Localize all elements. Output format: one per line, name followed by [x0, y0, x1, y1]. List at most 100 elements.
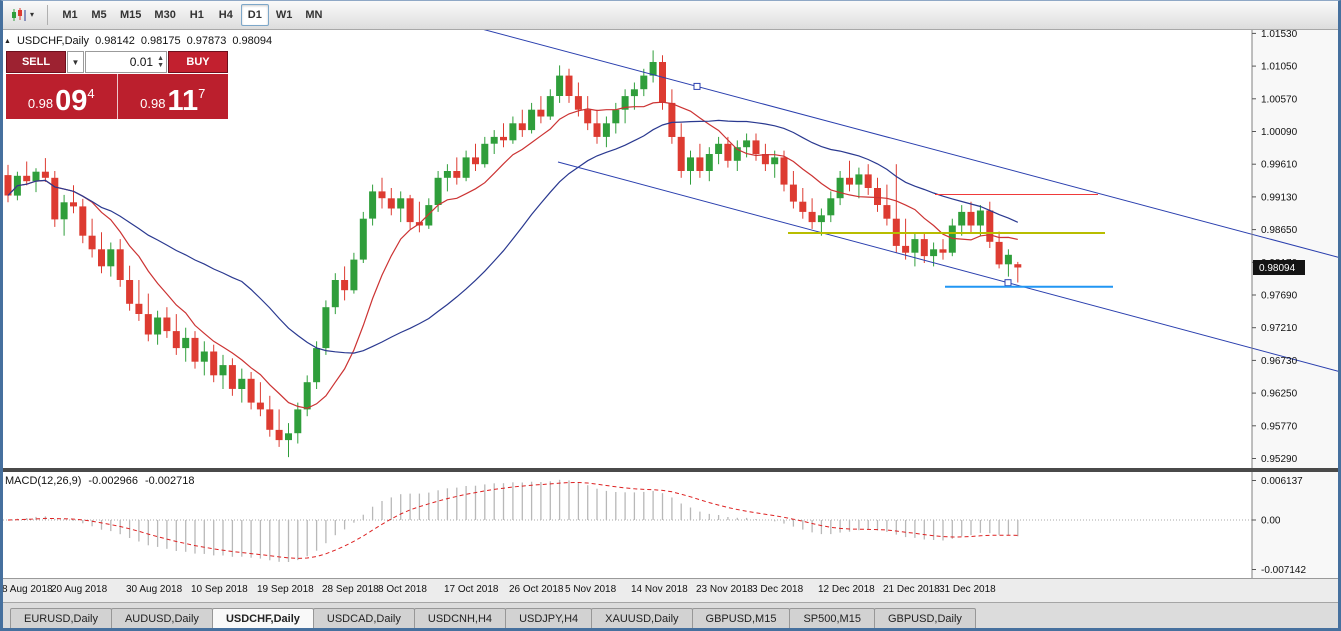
sell-price-big-digits: 09: [55, 85, 88, 117]
price-axis-tick: 0.97690: [1261, 291, 1298, 302]
price-axis-tick: 0.98650: [1261, 225, 1298, 236]
date-axis-label: 31 Dec 2018: [939, 584, 996, 595]
timeframe-m5[interactable]: M5: [85, 4, 113, 26]
volume-field[interactable]: 0.01 ▲ ▼: [85, 51, 167, 73]
slow-ma-line: [7, 119, 1019, 354]
macd-signal-line: [7, 481, 1018, 559]
timeframe-h1[interactable]: H1: [183, 4, 211, 26]
timeframe-h4[interactable]: H4: [212, 4, 240, 26]
price-axis-tick: 0.95290: [1261, 454, 1298, 465]
chart-collapse-icon[interactable]: ▲: [4, 37, 11, 45]
price-axis-tick: 0.99130: [1261, 192, 1298, 203]
panel-splitter[interactable]: [0, 468, 1341, 472]
date-axis-label: 19 Sep 2018: [257, 584, 314, 595]
trendline-2[interactable]: [557, 161, 1341, 373]
timeframe-w1[interactable]: W1: [270, 4, 299, 26]
date-axis-label: 30 Aug 2018: [126, 584, 183, 595]
price-axis-tick: 1.00090: [1261, 127, 1298, 138]
date-axis-label: 3 Dec 2018: [752, 584, 804, 595]
tab-usdjpy-h4[interactable]: USDJPY,H4: [505, 608, 593, 631]
volume-spinner: ▲ ▼: [157, 55, 164, 69]
date-axis-label: 21 Dec 2018: [883, 584, 940, 595]
date-axis-label: 12 Dec 2018: [818, 584, 875, 595]
volume-increase-button[interactable]: ▲: [157, 55, 164, 62]
timeframe-m30[interactable]: M30: [148, 4, 181, 26]
date-axis-label: 17 Oct 2018: [444, 584, 499, 595]
date-axis-label: 28 Sep 2018: [322, 584, 379, 595]
timeframe-m15[interactable]: M15: [114, 4, 147, 26]
price-axis-tick: 0.96730: [1261, 356, 1298, 367]
price-axis-tick: 0.97210: [1261, 323, 1298, 334]
macd-axis-tick: -0.007142: [1261, 565, 1306, 576]
date-axis-label: 5 Nov 2018: [565, 584, 617, 595]
tab-eurusd-daily[interactable]: EURUSD,Daily: [10, 608, 112, 631]
buy-price-big-digits: 11: [167, 85, 199, 117]
buy-button[interactable]: BUY: [168, 51, 228, 73]
date-axis[interactable]: 8 Aug 2018 20 Aug 2018 30 Aug 2018 10 Sep 2…: [0, 578, 1341, 602]
tab-usdcad-daily[interactable]: USDCAD,Daily: [312, 608, 415, 631]
toolbar-separator: [47, 4, 49, 25]
timeframe-mn[interactable]: MN: [299, 4, 328, 26]
timeframes-toolbar: ▾ M1 M5 M15 M30 H1 H4 D1 W1 MN: [0, 0, 1341, 30]
price-axis-tick: 0.95770: [1261, 421, 1298, 432]
trade-settings-dropdown[interactable]: ▼: [67, 51, 84, 73]
macd-name-label: MACD(12,26,9): [5, 475, 82, 487]
current-price-badge-text: 0.98094: [1259, 263, 1296, 274]
trendline-1-handle[interactable]: [693, 82, 701, 90]
tab-xauusd-daily[interactable]: XAUUSD,Daily: [591, 608, 693, 631]
price-axis-tick: 0.99610: [1261, 160, 1298, 171]
ohlc-high: 0.98175: [140, 35, 181, 47]
macd-chart-svg[interactable]: 0.006137 0.00 -0.007142: [0, 472, 1341, 578]
date-axis-label: 14 Nov 2018: [631, 584, 688, 595]
bid-ask-quotes: 0.98 09 4 0.98 11 7: [6, 74, 228, 119]
price-axis-background[interactable]: [1252, 30, 1341, 468]
tab-gbpusd-daily[interactable]: GBPUSD,Daily: [873, 608, 976, 631]
ohlc-close: 0.98094: [232, 35, 273, 47]
tab-sp500-m15[interactable]: SP500,M15: [789, 608, 875, 631]
one-click-sell-quote[interactable]: 0.98 09 4: [6, 74, 117, 119]
macd-panel[interactable]: 0.006137 0.00 -0.007142 MACD(12,26,9) -0.0…: [0, 472, 1341, 578]
sell-price-pipette: 4: [87, 86, 95, 101]
buy-price-pipette: 7: [198, 86, 206, 101]
price-axis-tick: 0.96250: [1261, 389, 1298, 400]
timeframe-d1[interactable]: D1: [240, 3, 269, 26]
macd-plot-background: [0, 472, 1341, 578]
one-click-trading-panel: SELL ▼ 0.01 ▲ ▼ BUY 0.98 09 4: [6, 51, 228, 119]
sell-button[interactable]: SELL: [6, 51, 66, 73]
buy-price-prefix: 0.98: [140, 96, 166, 111]
macd-axis-tick: 0.006137: [1261, 476, 1303, 487]
date-axis-label: 10 Sep 2018: [191, 584, 248, 595]
current-price-badge: [1253, 260, 1305, 275]
fast-ma-line: [7, 101, 1018, 409]
date-axis-label: 26 Oct 2018: [509, 584, 564, 595]
tab-usdchf-daily[interactable]: USDCHF,Daily: [211, 608, 314, 631]
macd-header: MACD(12,26,9) -0.002966 -0.002718: [5, 475, 195, 487]
trendline-2-handle[interactable]: [1004, 279, 1012, 287]
chevron-down-icon: ▾: [30, 10, 35, 19]
tab-audusd-daily[interactable]: AUDUSD,Daily: [110, 608, 213, 631]
sell-price-prefix: 0.98: [27, 96, 54, 111]
price-chart-panel[interactable]: 1.01530 1.01050 1.00570 1.00090 0.99610 0.991…: [0, 30, 1341, 468]
timeframe-m1[interactable]: M1: [56, 4, 84, 26]
macd-axis-background: [1252, 472, 1341, 578]
date-axis-label: 23 Nov 2018: [696, 584, 753, 595]
macd-main-value: -0.002966: [88, 475, 138, 487]
chart-symbol-label: USDCHF,Daily: [16, 35, 90, 47]
date-axis-label: 20 Aug 2018: [51, 584, 108, 595]
tab-gbpusd-m15[interactable]: GBPUSD,M15: [691, 608, 791, 631]
trendline-1[interactable]: [478, 30, 1341, 259]
macd-axis-tick: 0.00: [1261, 516, 1281, 527]
price-axis-tick: 1.00570: [1261, 94, 1298, 105]
one-click-buy-quote[interactable]: 0.98 11 7: [116, 74, 228, 119]
ohlc-open: 0.98142: [95, 35, 135, 47]
chart-ohlc-header: ▲ USDCHF,Daily 0.98142 0.98175 0.97873 0…: [4, 35, 272, 47]
macd-signal-value: -0.002718: [144, 475, 195, 487]
candles-layer: [4, 50, 1022, 458]
date-axis-label: 8 Oct 2018: [378, 584, 427, 595]
candlestick-chart-icon: [11, 7, 27, 22]
chart-layout-button[interactable]: ▾: [6, 3, 39, 27]
volume-decrease-button[interactable]: ▼: [157, 62, 164, 69]
tab-usdcnh-h4[interactable]: USDCNH,H4: [413, 608, 507, 631]
volume-value: 0.01: [129, 55, 154, 69]
